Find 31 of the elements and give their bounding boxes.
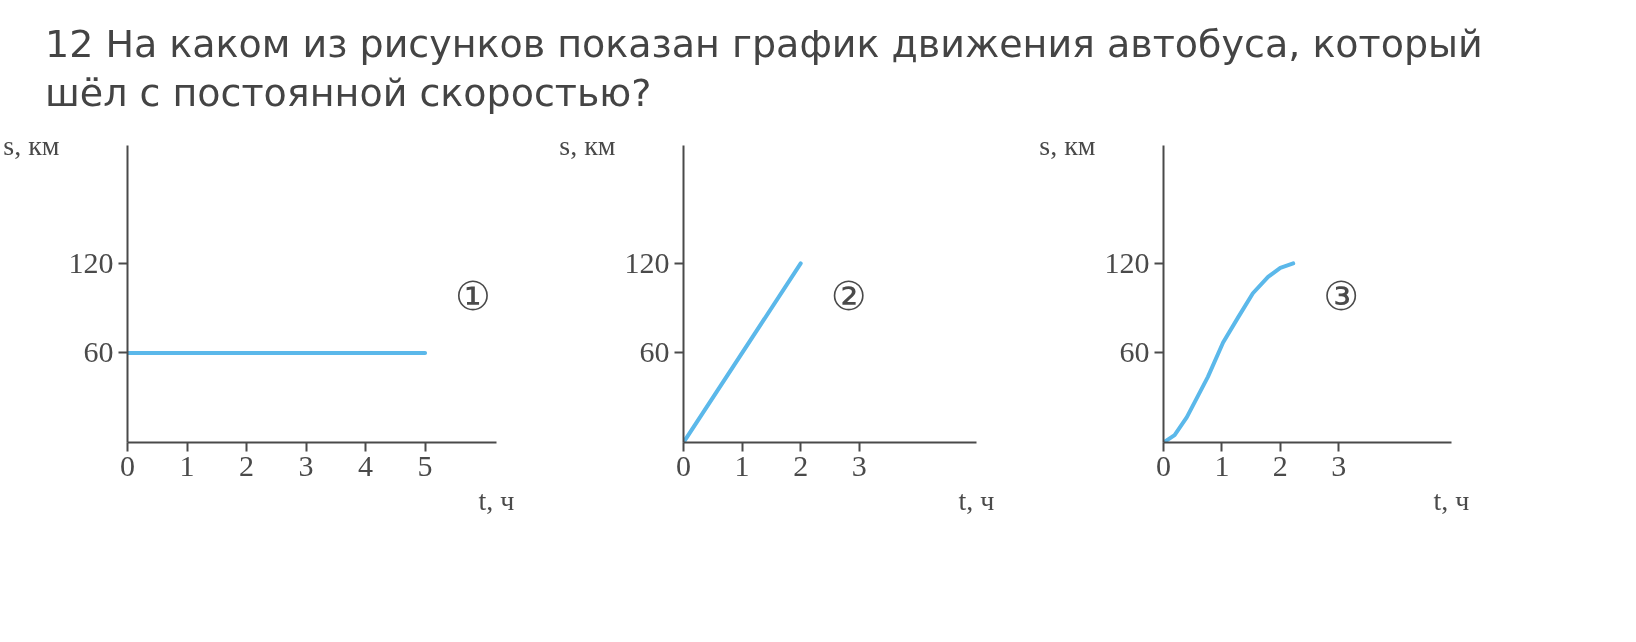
text: 12 На каком из рисунков показан график движения автобуса, который шёл с постоянной скоростью?	[45, 21, 1484, 118]
annotation: ①	[455, 273, 491, 320]
x-tick-label: 0	[120, 448, 135, 482]
y-tick-label: 120	[1104, 245, 1150, 279]
annotation: ②	[830, 273, 867, 320]
x-tick-label: 1	[1214, 448, 1230, 482]
x-tick-label: 4	[358, 448, 374, 482]
x-tick-label: 0	[1156, 448, 1171, 482]
y-tick-label: 60	[639, 335, 670, 369]
x-axis-title: t, ч	[1433, 484, 1470, 516]
y-tick-label: 120	[68, 245, 114, 279]
x-tick-label: 2	[793, 448, 809, 482]
x-axis-title: t, ч	[958, 484, 995, 516]
x-tick-label: 1	[179, 448, 195, 482]
y-axis-title: s, км	[1039, 130, 1096, 161]
line-series	[1163, 261, 1296, 443]
x-tick-label: 0	[676, 448, 691, 482]
y-tick-label: 120	[624, 245, 670, 279]
y-tick-label: 60	[83, 335, 114, 369]
x-tick-label: 3	[298, 448, 314, 482]
x-tick-label: 3	[851, 448, 867, 482]
x-tick-label: 5	[417, 448, 433, 482]
y-axis-title: s, км	[3, 130, 60, 161]
x-tick-label: 3	[1331, 448, 1347, 482]
x-tick-label: 2	[239, 448, 255, 482]
x-tick-label: 1	[734, 448, 750, 482]
x-axis-title: t, ч	[478, 484, 515, 516]
annotation: ③	[1323, 273, 1360, 320]
y-tick-label: 60	[1119, 335, 1150, 369]
y-axis-title: s, км	[559, 130, 616, 161]
x-tick-label: 2	[1272, 448, 1288, 482]
